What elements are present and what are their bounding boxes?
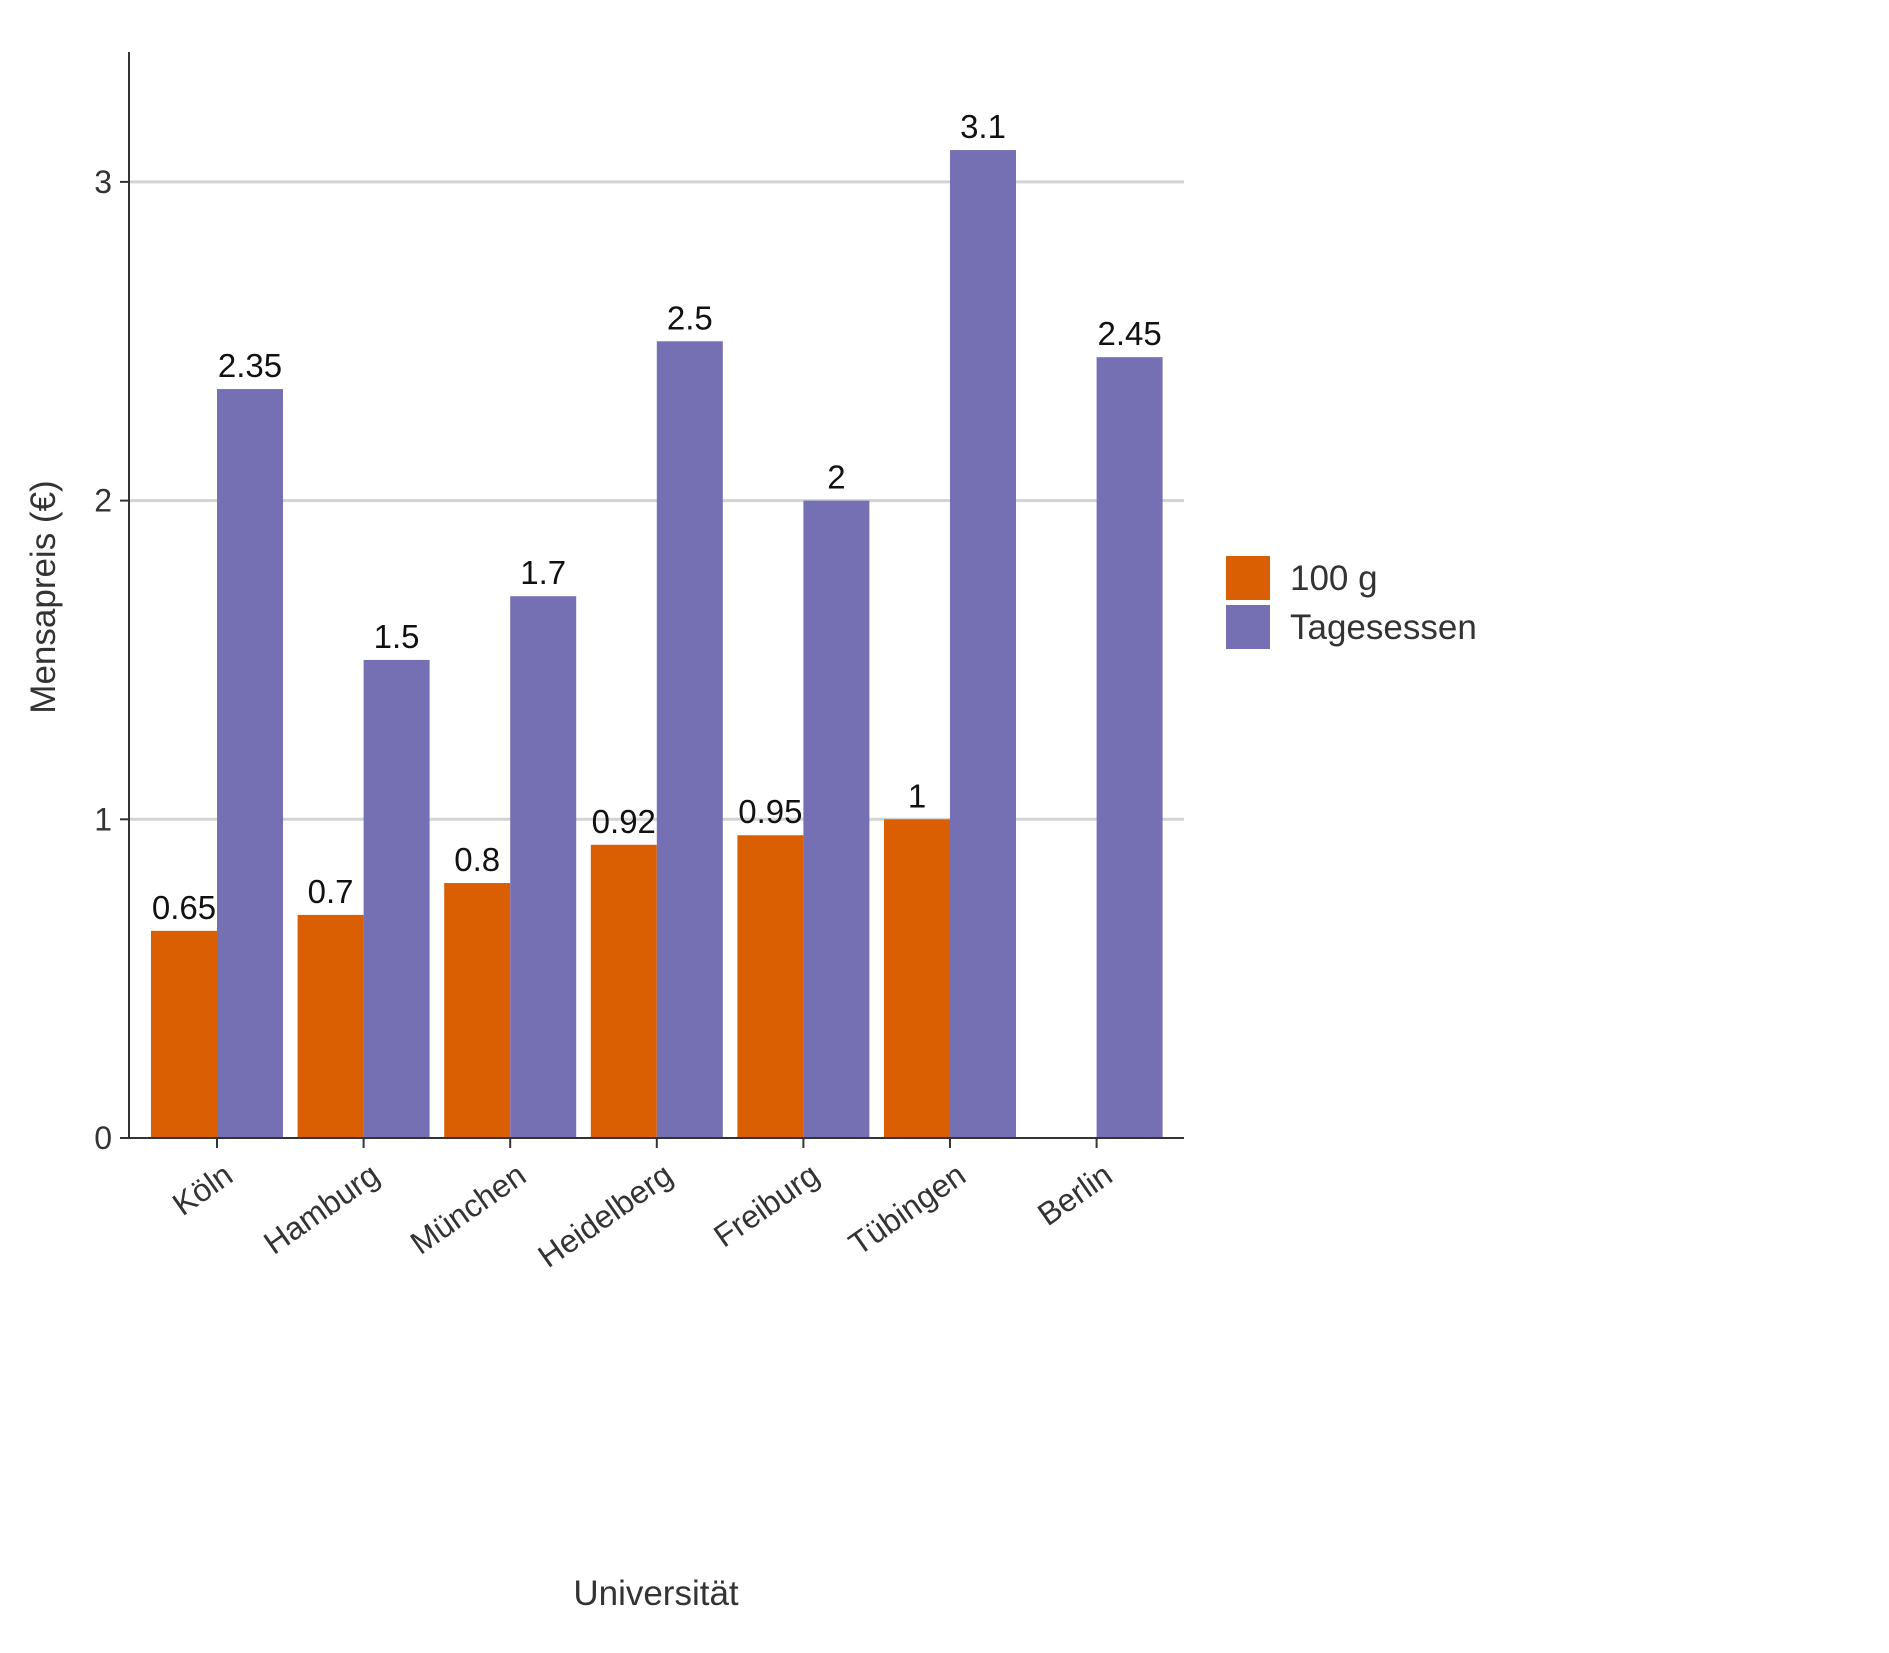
bar-tagesessen xyxy=(510,596,577,1138)
bars xyxy=(151,150,1163,1139)
legend-key-100g xyxy=(1226,556,1270,600)
x-tick-label: Freiburg xyxy=(707,1156,825,1254)
legend-label: 100 g xyxy=(1290,559,1378,598)
data-label: 0.95 xyxy=(738,793,802,830)
data-label: 3.1 xyxy=(960,108,1006,145)
bar-tagesessen xyxy=(363,659,430,1138)
x-tick-label: Heidelberg xyxy=(531,1156,678,1274)
x-tick-label: Berlin xyxy=(1031,1156,1119,1232)
data-label: 0.65 xyxy=(152,889,216,926)
data-label: 2 xyxy=(827,459,845,496)
y-axis-title: Mensapreis (€) xyxy=(24,480,63,713)
bar-100g xyxy=(151,930,217,1138)
y-tick-label: 0 xyxy=(94,1120,112,1156)
x-axis-title: Universität xyxy=(573,1574,739,1613)
data-label: 1 xyxy=(908,777,926,814)
data-label: 0.8 xyxy=(454,841,500,878)
bar-100g xyxy=(297,914,364,1138)
data-labels: 0.65 2.35 0.7 1.5 0.8 1.7 0.92 2.5 0.95 2 1 3.1 2.45 xyxy=(152,108,1162,926)
y-tick-label: 2 xyxy=(94,483,112,519)
bar-100g xyxy=(884,819,950,1138)
bar-tagesessen xyxy=(803,500,870,1139)
data-label: 1.5 xyxy=(374,618,420,655)
bar-100g xyxy=(444,883,511,1138)
data-label: 0.92 xyxy=(592,803,656,840)
axes xyxy=(120,52,1184,1139)
bar-tagesessen xyxy=(1096,357,1163,1138)
data-label: 2.45 xyxy=(1097,315,1161,352)
bar-tagesessen xyxy=(950,150,1016,1138)
legend: 100 g Tagesessen xyxy=(1226,556,1477,649)
x-tick-label: Hamburg xyxy=(257,1156,385,1261)
legend-key-tagesessen xyxy=(1226,605,1270,649)
legend-label: Tagesessen xyxy=(1290,608,1477,647)
y-tick-label: 1 xyxy=(94,801,112,837)
bar-100g xyxy=(590,844,657,1138)
data-label: 0.7 xyxy=(308,873,354,910)
x-tick-label: Köln xyxy=(166,1156,239,1222)
bar-100g xyxy=(737,835,804,1138)
data-label: 1.7 xyxy=(520,554,566,591)
data-label: 2.35 xyxy=(218,347,282,384)
data-label: 2.5 xyxy=(667,299,713,336)
bar-tagesessen xyxy=(656,341,723,1138)
x-axis-ticks: Köln Hamburg München Heidelberg Freiburg Tübi… xyxy=(166,1138,1119,1275)
y-axis-ticks: 0 1 2 3 xyxy=(94,164,129,1156)
bar-tagesessen xyxy=(217,389,283,1138)
gridlines xyxy=(129,180,1184,821)
x-tick-label: Tübingen xyxy=(842,1156,972,1262)
x-tick-label: München xyxy=(404,1156,532,1261)
y-tick-label: 3 xyxy=(94,164,112,200)
